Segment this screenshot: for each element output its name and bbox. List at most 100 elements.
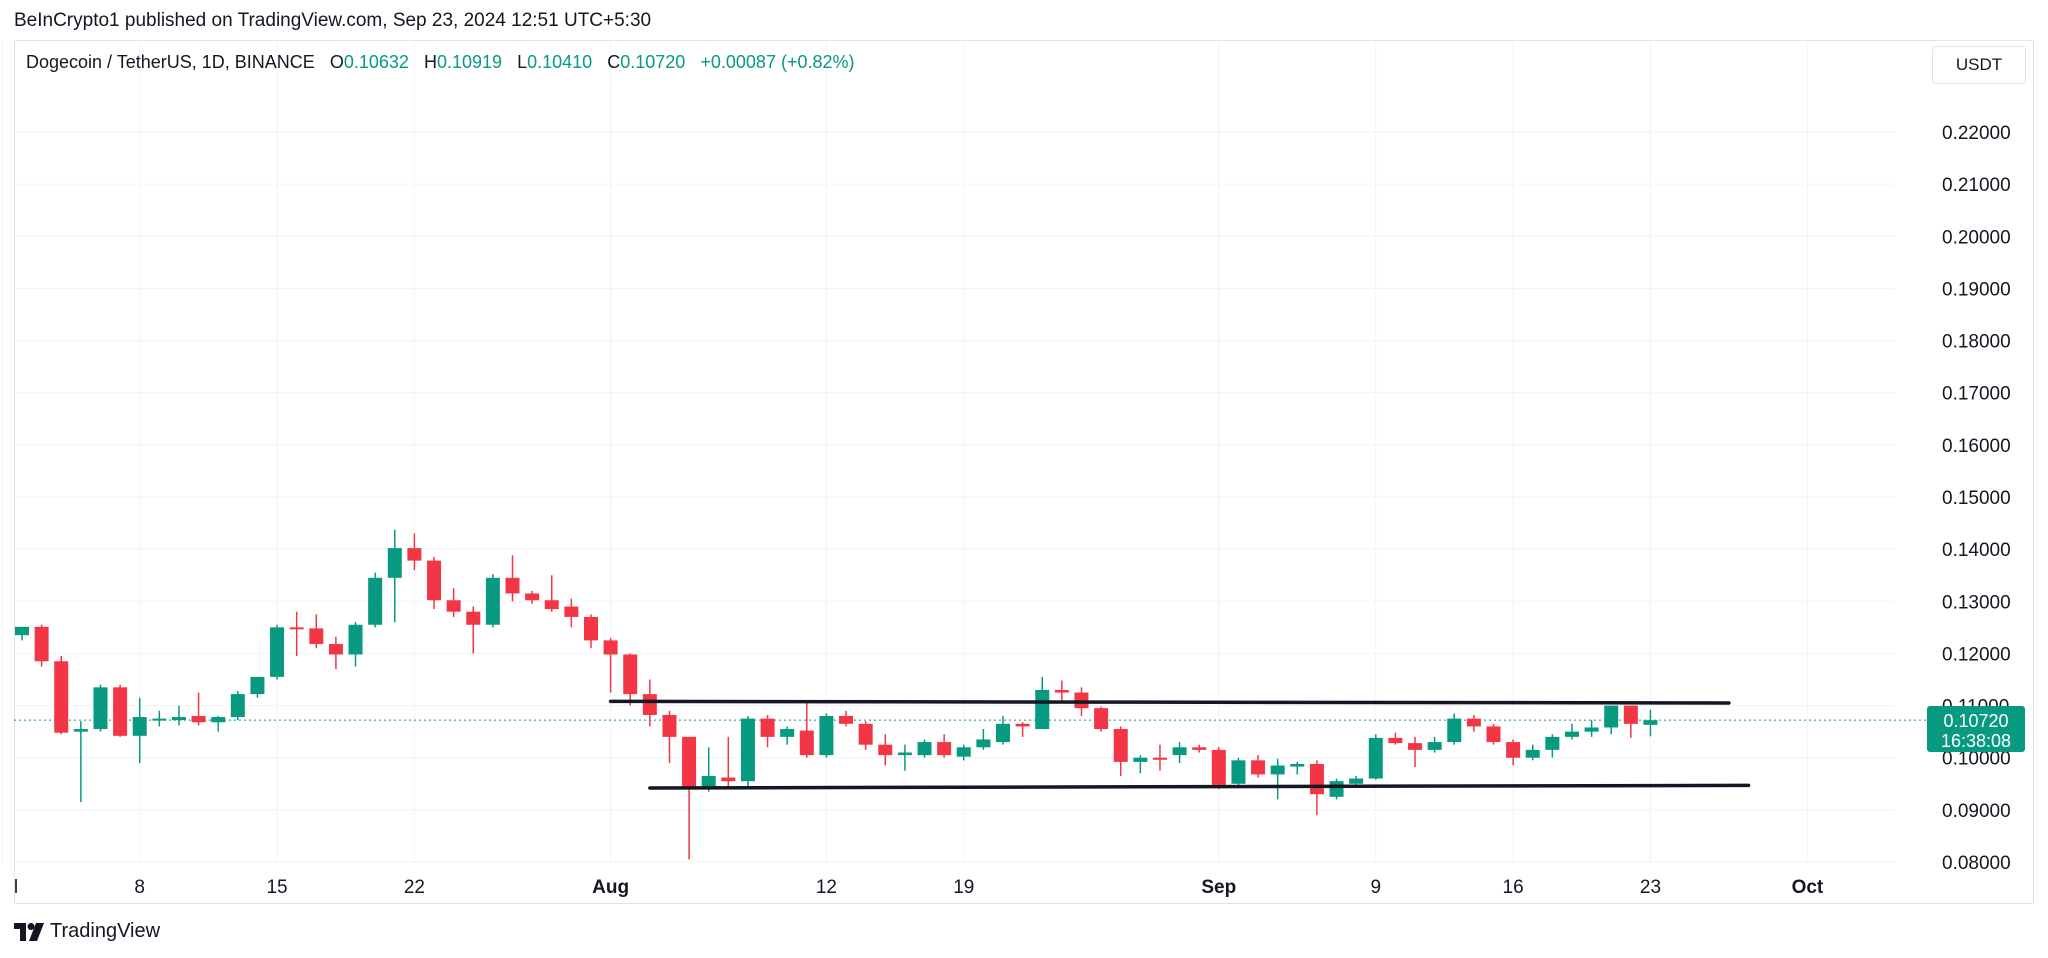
- candle-body: [662, 714, 677, 737]
- candle-body: [93, 687, 108, 730]
- candle[interactable]: [1408, 736, 1423, 768]
- currency-button[interactable]: USDT: [1932, 46, 2026, 84]
- candle[interactable]: [387, 529, 402, 623]
- candle-body: [113, 687, 128, 736]
- candle[interactable]: [564, 598, 579, 628]
- candle[interactable]: [34, 624, 49, 667]
- candle[interactable]: [799, 700, 814, 758]
- candle[interactable]: [525, 590, 540, 604]
- candle[interactable]: [1211, 747, 1226, 790]
- candle[interactable]: [427, 556, 442, 610]
- candle[interactable]: [1545, 734, 1560, 758]
- candle[interactable]: [1290, 761, 1305, 775]
- y-tick-label: 0.20000: [1942, 227, 2011, 248]
- candle[interactable]: [1113, 726, 1128, 776]
- candle[interactable]: [270, 624, 285, 680]
- candle[interactable]: [1584, 720, 1599, 737]
- candle[interactable]: [93, 684, 108, 732]
- published-header: BeInCrypto1 published on TradingView.com…: [14, 10, 652, 31]
- candle[interactable]: [407, 533, 422, 571]
- candle[interactable]: [1094, 706, 1109, 732]
- candle[interactable]: [1564, 723, 1579, 740]
- candle-body: [1172, 747, 1187, 756]
- candle[interactable]: [1506, 739, 1521, 766]
- candle[interactable]: [1486, 723, 1501, 745]
- candle[interactable]: [230, 690, 245, 721]
- candle[interactable]: [113, 684, 128, 737]
- candle[interactable]: [368, 572, 383, 628]
- candle[interactable]: [1329, 778, 1344, 800]
- symbol-title[interactable]: Dogecoin / TetherUS, 1D, BINANCE: [26, 52, 315, 72]
- candle[interactable]: [623, 653, 638, 706]
- candle[interactable]: [1623, 705, 1638, 738]
- candle[interactable]: [309, 614, 324, 649]
- candle[interactable]: [1643, 709, 1658, 737]
- candle-body: [583, 616, 598, 641]
- candle[interactable]: [583, 614, 598, 649]
- candle[interactable]: [819, 713, 834, 758]
- candle[interactable]: [740, 716, 755, 787]
- candle[interactable]: [1427, 736, 1442, 753]
- candle[interactable]: [446, 588, 461, 617]
- candle-body: [525, 593, 540, 601]
- candle[interactable]: [603, 637, 618, 693]
- candle[interactable]: [917, 739, 932, 758]
- candle[interactable]: [1525, 744, 1540, 761]
- candle[interactable]: [780, 726, 795, 745]
- candle-body: [1408, 743, 1423, 750]
- candle[interactable]: [878, 734, 893, 766]
- candle[interactable]: [1133, 755, 1148, 774]
- candle[interactable]: [1172, 742, 1187, 763]
- resistance-line[interactable]: [608, 699, 1731, 705]
- candle[interactable]: [171, 705, 186, 726]
- candle[interactable]: [1054, 680, 1069, 702]
- candle[interactable]: [1192, 744, 1207, 753]
- candle[interactable]: [250, 676, 265, 698]
- candle[interactable]: [466, 606, 481, 654]
- candle-body: [1251, 760, 1266, 775]
- candle[interactable]: [328, 636, 343, 670]
- candle-body: [1231, 760, 1246, 784]
- candle[interactable]: [1231, 757, 1246, 787]
- candle[interactable]: [1270, 758, 1285, 800]
- candle[interactable]: [1388, 732, 1403, 745]
- candle[interactable]: [1447, 713, 1462, 745]
- candle[interactable]: [191, 692, 206, 726]
- candle[interactable]: [544, 575, 559, 612]
- support-line[interactable]: [648, 783, 1751, 790]
- candle[interactable]: [760, 714, 775, 748]
- candle[interactable]: [1368, 734, 1383, 780]
- x-tick-label: 12: [816, 877, 837, 898]
- candle[interactable]: [682, 736, 697, 860]
- tradingview-logo[interactable]: TradingView: [14, 920, 160, 943]
- candle[interactable]: [976, 729, 991, 750]
- candle[interactable]: [701, 747, 716, 792]
- candle-body: [250, 676, 265, 695]
- candle[interactable]: [485, 574, 500, 628]
- candle-body: [1290, 763, 1305, 767]
- candle[interactable]: [937, 734, 952, 758]
- candle[interactable]: [1015, 722, 1030, 737]
- candle[interactable]: [289, 611, 304, 657]
- candle[interactable]: [152, 710, 167, 727]
- candle[interactable]: [956, 744, 971, 761]
- candle[interactable]: [73, 721, 88, 803]
- candle[interactable]: [839, 710, 854, 727]
- candle[interactable]: [1466, 714, 1481, 732]
- candle[interactable]: [15, 626, 29, 641]
- candle[interactable]: [132, 697, 147, 763]
- candle[interactable]: [505, 555, 520, 602]
- candle[interactable]: [721, 736, 736, 787]
- candle[interactable]: [662, 710, 677, 763]
- candle[interactable]: [211, 716, 226, 732]
- candle[interactable]: [858, 721, 873, 750]
- candle[interactable]: [1604, 705, 1619, 735]
- candle[interactable]: [897, 744, 912, 771]
- candle[interactable]: [1251, 755, 1266, 778]
- y-tick-label: 0.10000: [1942, 749, 2011, 770]
- candle[interactable]: [54, 656, 69, 735]
- candle[interactable]: [348, 622, 363, 667]
- candle[interactable]: [1152, 744, 1167, 771]
- candle[interactable]: [996, 716, 1010, 745]
